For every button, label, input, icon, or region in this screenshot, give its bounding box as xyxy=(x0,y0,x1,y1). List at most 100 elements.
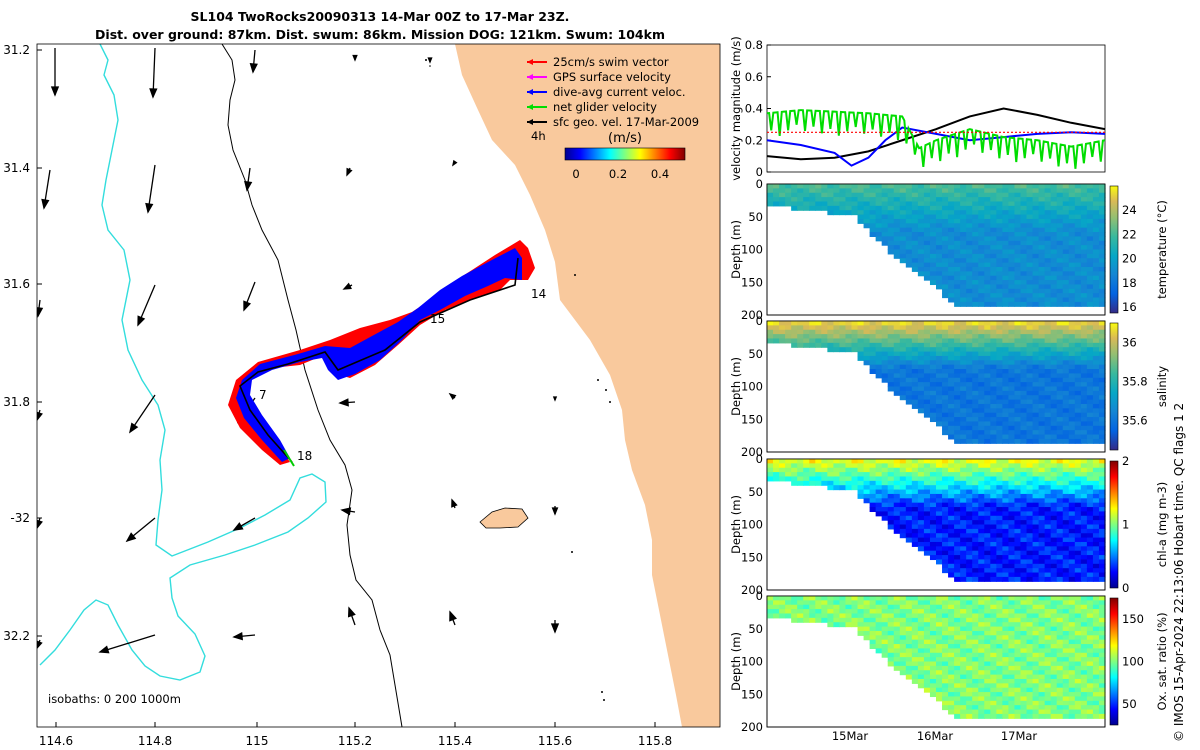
legend-arrowhead xyxy=(527,74,533,80)
section-cell xyxy=(899,227,907,233)
section-cell xyxy=(1008,485,1016,491)
section-cell xyxy=(990,408,997,414)
section-cell xyxy=(1032,550,1040,556)
section-cell xyxy=(917,351,925,357)
section-cell xyxy=(881,476,889,482)
section-cell xyxy=(996,434,1003,440)
section-cell xyxy=(1050,639,1058,645)
section-cell xyxy=(893,214,901,220)
section-cell xyxy=(978,184,985,189)
section-cell xyxy=(1020,515,1028,521)
section-cell xyxy=(1044,472,1052,478)
section-cell xyxy=(996,528,1003,534)
section-cell xyxy=(809,201,816,207)
section-cell xyxy=(887,498,895,504)
section-cell xyxy=(1080,271,1088,277)
section-cell xyxy=(1098,184,1106,189)
section-cell xyxy=(929,622,937,628)
section-cell xyxy=(857,321,865,326)
section-cell xyxy=(1014,421,1022,427)
section-cell xyxy=(899,520,907,526)
section-cell xyxy=(942,373,949,379)
section-cell xyxy=(1092,524,1100,530)
section-cell xyxy=(1056,700,1064,706)
section-cell xyxy=(905,617,913,623)
track-label-18: 18 xyxy=(297,449,312,463)
section-cell xyxy=(984,498,991,504)
section-cell xyxy=(929,485,937,491)
section-cell xyxy=(978,502,985,508)
section-cell xyxy=(1044,210,1052,216)
section-cell xyxy=(1086,325,1094,331)
section-cell xyxy=(917,670,925,676)
section-cell xyxy=(984,665,991,671)
section-cell xyxy=(827,342,834,348)
section-cell xyxy=(990,700,997,706)
section-cell xyxy=(845,184,853,189)
colorbar-tick-label: 100 xyxy=(1122,655,1144,669)
section-cell xyxy=(948,524,955,530)
section-cell xyxy=(954,485,961,491)
section-cell xyxy=(984,386,991,392)
section-cell xyxy=(1092,648,1100,654)
section-cell xyxy=(978,617,985,623)
section-cell xyxy=(1062,576,1070,582)
section-cell xyxy=(779,188,786,194)
section-cell xyxy=(972,377,979,383)
section-cell xyxy=(1074,533,1082,539)
section-cell xyxy=(1068,555,1076,561)
depth-tick-label: 200 xyxy=(741,445,763,459)
section-cell xyxy=(1008,210,1016,216)
section-cell xyxy=(1056,412,1064,418)
section-cell xyxy=(1074,678,1082,684)
section-cell xyxy=(1080,511,1088,517)
section-cell xyxy=(1074,301,1082,307)
section-cell xyxy=(1038,700,1046,706)
section-cell xyxy=(1014,214,1022,220)
section-cell xyxy=(978,705,985,711)
section-cell xyxy=(1008,342,1016,348)
section-cell xyxy=(978,609,985,615)
section-cell xyxy=(911,657,919,663)
section-cell xyxy=(809,617,816,623)
section-cell xyxy=(1002,249,1010,255)
section-cell xyxy=(996,227,1003,233)
section-cell xyxy=(972,240,979,246)
section-cell xyxy=(821,613,828,619)
section-cell xyxy=(1086,321,1094,326)
section-cell xyxy=(996,369,1003,374)
section-cell xyxy=(984,293,991,299)
section-cell xyxy=(1008,622,1016,628)
section-cell xyxy=(845,613,853,619)
section-cell xyxy=(833,210,841,216)
section-cell xyxy=(1002,696,1010,702)
section-cell xyxy=(815,338,822,344)
section-cell xyxy=(1050,596,1058,601)
section-cell xyxy=(767,609,774,615)
section-cell xyxy=(1014,262,1022,268)
section-cell xyxy=(948,325,955,331)
section-cell xyxy=(954,559,961,565)
section-cell xyxy=(857,630,865,636)
section-cell xyxy=(1020,271,1028,277)
section-cell xyxy=(851,205,859,211)
section-cell xyxy=(863,630,871,636)
velocity-y-label: velocity magnitude (m/s) xyxy=(729,36,743,181)
section-cell xyxy=(779,321,786,326)
section-cell xyxy=(1020,438,1028,444)
section-cell xyxy=(1026,245,1034,251)
section-cell xyxy=(1032,700,1040,706)
section-cell xyxy=(948,639,955,645)
section-cell xyxy=(1092,467,1100,473)
section-cell xyxy=(1068,236,1076,242)
section-cell xyxy=(1008,347,1016,353)
section-cell xyxy=(923,630,931,636)
section-cell xyxy=(1062,644,1070,649)
section-cell xyxy=(869,197,877,203)
section-cell xyxy=(1068,626,1076,632)
section-cell xyxy=(1068,266,1076,272)
vector-arrowhead xyxy=(249,63,258,74)
section-cell xyxy=(1086,329,1094,335)
section-cell xyxy=(942,687,949,693)
